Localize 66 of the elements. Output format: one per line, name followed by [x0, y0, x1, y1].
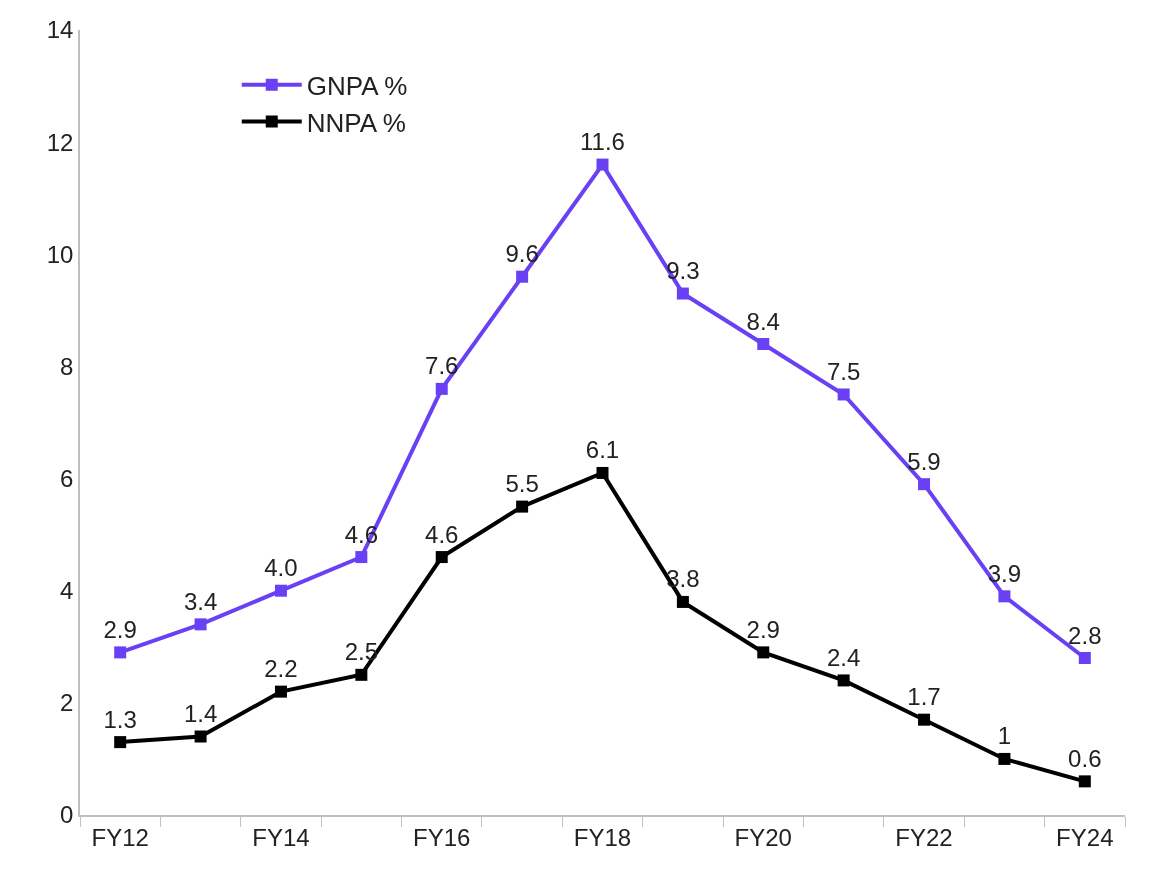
data-label: 2.9: [746, 615, 780, 643]
x-tick-label: FY12: [91, 823, 149, 851]
data-label: 2.5: [344, 638, 379, 666]
point: [355, 668, 368, 681]
point: [435, 382, 448, 395]
point: [596, 158, 609, 171]
data-label: 11.6: [580, 128, 625, 156]
y-tick-label: 4: [60, 577, 74, 605]
point: [114, 736, 127, 749]
y-tick-label: 10: [46, 240, 74, 268]
point: [676, 287, 689, 300]
data-label: 5.5: [505, 470, 539, 498]
point: [757, 646, 770, 659]
point: [596, 466, 609, 479]
y-tick-label: 0: [60, 801, 74, 829]
data-label: 7.5: [826, 357, 861, 385]
point: [274, 584, 287, 597]
x-tick-label: FY24: [1056, 823, 1114, 851]
x-tick-label: FY22: [895, 823, 953, 851]
data-label: 1.7: [907, 683, 941, 711]
data-label: 4.6: [425, 520, 459, 548]
point: [757, 338, 770, 350]
x-tick-label: FY20: [734, 823, 792, 851]
y-tick-label: 8: [60, 352, 74, 380]
data-label: 3.4: [183, 587, 218, 615]
data-label: 2.8: [1068, 621, 1102, 649]
data-label: 7.6: [425, 352, 459, 380]
point: [837, 674, 850, 687]
point: [998, 590, 1011, 603]
data-label: 1.4: [183, 700, 218, 727]
data-label: 2.2: [264, 655, 298, 683]
point: [918, 478, 931, 491]
point: [435, 551, 448, 564]
data-label: 1.3: [103, 705, 137, 733]
point: [918, 713, 931, 726]
y-tick-label: 12: [46, 128, 74, 156]
point: [114, 646, 127, 659]
point: [194, 618, 207, 631]
y-tick-label: 2: [60, 689, 74, 717]
point: [998, 752, 1011, 765]
data-label: 2.9: [103, 615, 137, 643]
point: [837, 388, 850, 401]
point: [516, 270, 529, 283]
data-label: 1: [997, 722, 1012, 750]
data-label: 4.0: [264, 554, 298, 582]
point: [194, 730, 207, 743]
x-tick-label: FY18: [573, 823, 632, 851]
legend-label: GNPA %: [306, 70, 408, 101]
data-label: 6.1: [585, 436, 620, 464]
point: [1078, 652, 1091, 664]
data-label: 5.9: [907, 447, 941, 475]
legend-label: NNPA %: [306, 107, 406, 138]
point: [516, 500, 529, 513]
point: [274, 685, 287, 698]
x-tick-label: FY16: [413, 823, 471, 851]
y-tick-label: 14: [46, 16, 74, 44]
x-tick-label: FY14: [252, 823, 310, 851]
point: [355, 551, 368, 564]
data-label: 0.6: [1068, 744, 1102, 772]
data-label: 2.4: [826, 643, 861, 671]
data-label: 8.4: [746, 307, 780, 335]
point: [1078, 775, 1091, 788]
y-tick-label: 6: [60, 464, 74, 492]
data-label: 9.6: [505, 240, 539, 268]
data-label: 3.9: [987, 559, 1022, 587]
point: [676, 595, 689, 608]
